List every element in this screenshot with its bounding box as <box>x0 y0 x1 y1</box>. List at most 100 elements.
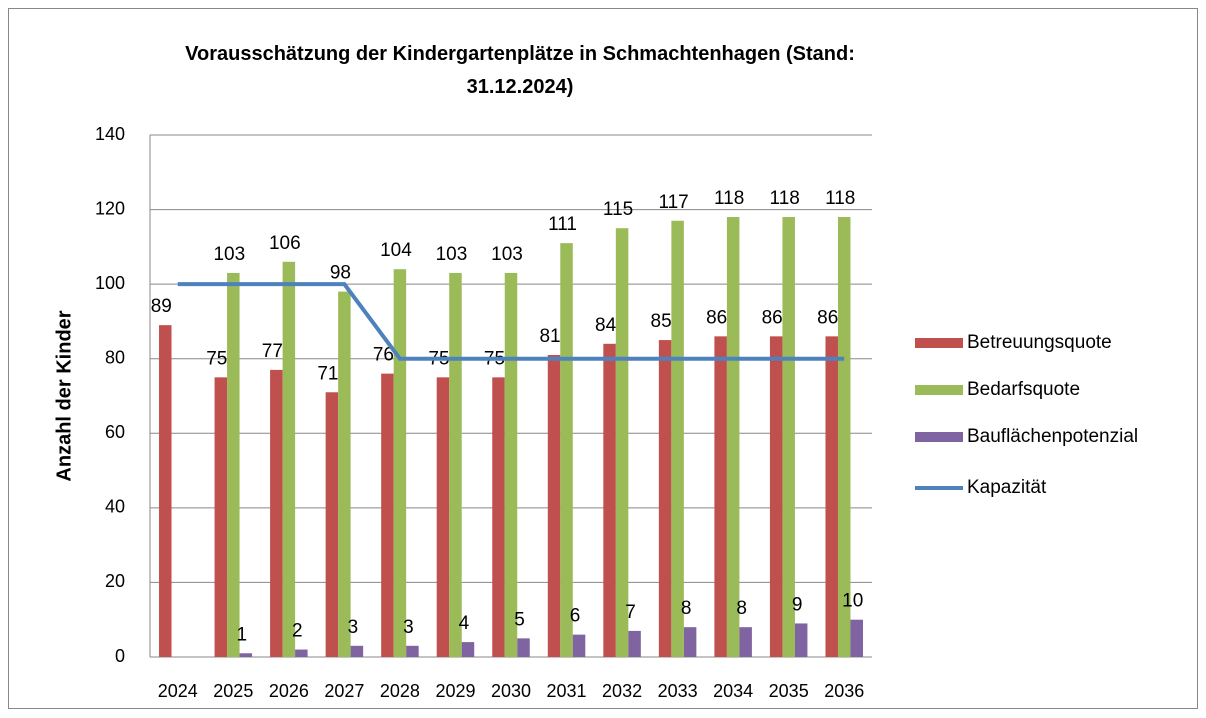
legend-swatch <box>915 338 963 348</box>
bar <box>492 377 505 657</box>
bar <box>850 619 863 657</box>
bar <box>794 623 808 657</box>
x-tick-label: 2028 <box>380 681 420 701</box>
legend-label: Kapazität <box>967 477 1047 498</box>
data-label: 5 <box>514 609 525 630</box>
bar <box>547 354 561 657</box>
y-tick-label: 140 <box>95 124 125 144</box>
data-label: 115 <box>603 199 633 220</box>
bar <box>683 627 697 657</box>
bar <box>338 291 351 657</box>
data-label: 6 <box>570 606 581 627</box>
bar <box>436 377 450 657</box>
bar <box>282 261 296 657</box>
data-label: 71 <box>317 363 338 384</box>
data-label: 2 <box>292 621 303 642</box>
legend-swatch <box>915 385 963 395</box>
data-label: 84 <box>595 315 617 336</box>
bar <box>560 243 573 657</box>
data-label: 106 <box>269 233 301 254</box>
bar <box>461 642 475 657</box>
bar <box>671 220 684 657</box>
data-label: 8 <box>681 598 692 619</box>
chart-title: Vorausschätzung der Kindergartenplätze i… <box>185 43 855 98</box>
data-label: 118 <box>825 188 855 209</box>
data-label: 104 <box>380 240 412 261</box>
data-label: 118 <box>714 188 744 209</box>
y-axis-title: Anzahl der Kinder <box>53 310 75 481</box>
x-tick-label: 2035 <box>769 681 809 701</box>
data-label: 3 <box>348 617 359 638</box>
bar <box>726 217 740 657</box>
data-label: 8 <box>736 598 747 619</box>
x-tick-label: 2032 <box>602 681 642 701</box>
data-label: 103 <box>213 244 245 265</box>
data-label: 7 <box>625 602 636 623</box>
x-tick-label: 2031 <box>547 681 587 701</box>
bar <box>517 638 530 657</box>
data-label: 85 <box>651 311 672 332</box>
y-tick-label: 120 <box>95 198 125 218</box>
bar <box>227 272 240 657</box>
data-label: 9 <box>792 594 803 615</box>
x-tick-label: 2024 <box>158 681 198 701</box>
frame <box>8 8 1198 709</box>
data-label: 1 <box>237 624 248 645</box>
bar <box>350 645 364 657</box>
legend-label: Betreuungsquote <box>967 332 1112 353</box>
data-label: 75 <box>206 348 227 369</box>
data-label: 10 <box>842 591 863 612</box>
data-label: 111 <box>548 214 577 235</box>
bar <box>159 325 172 657</box>
bar <box>603 343 616 657</box>
x-tick-label: 2029 <box>435 681 475 701</box>
data-label: 103 <box>491 244 523 265</box>
x-tick-label: 2034 <box>713 681 753 701</box>
bar <box>393 269 407 657</box>
bar <box>714 336 727 657</box>
data-label: 4 <box>459 613 470 634</box>
y-tick-label: 100 <box>95 273 125 293</box>
y-tick-label: 20 <box>105 571 125 591</box>
data-label: 86 <box>706 307 727 328</box>
bar <box>628 630 641 657</box>
bar <box>325 392 339 657</box>
x-tick-label: 2036 <box>824 681 864 701</box>
data-label: 3 <box>403 617 414 638</box>
bar <box>572 634 586 657</box>
data-label: 98 <box>330 263 351 284</box>
x-tick-label: 2027 <box>324 681 364 701</box>
bar <box>449 272 462 657</box>
bar <box>270 369 283 657</box>
bar <box>837 217 851 657</box>
data-label: 76 <box>373 345 394 366</box>
data-label: 118 <box>770 188 800 209</box>
bar <box>381 373 394 657</box>
line <box>177 282 845 361</box>
bar <box>825 336 838 657</box>
y-tick-label: 0 <box>115 646 125 666</box>
bar <box>406 645 419 657</box>
data-label: 89 <box>151 296 172 317</box>
data-label: 81 <box>539 326 560 347</box>
y-tick-label: 80 <box>105 347 125 367</box>
bar <box>658 340 672 657</box>
data-label: 117 <box>658 192 688 213</box>
data-label: 86 <box>817 307 838 328</box>
data-label: 77 <box>262 341 283 362</box>
bar <box>782 217 795 657</box>
x-tick-label: 2025 <box>213 681 253 701</box>
bar <box>504 272 518 657</box>
y-tick-label: 40 <box>105 497 125 517</box>
x-tick-label: 2030 <box>491 681 531 701</box>
bar <box>214 377 228 657</box>
bar <box>739 627 752 657</box>
legend-swatch <box>915 432 963 442</box>
data-label: 103 <box>436 244 468 265</box>
bar <box>239 653 253 657</box>
legend-label: Bauflächenpotenzial <box>967 426 1138 447</box>
x-tick-label: 2033 <box>658 681 698 701</box>
data-label: 86 <box>762 307 783 328</box>
